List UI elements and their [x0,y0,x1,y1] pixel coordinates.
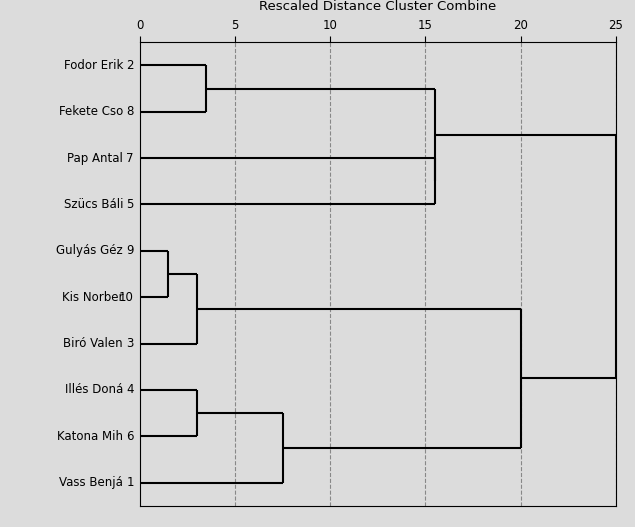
Text: Fodor Erik: Fodor Erik [64,59,123,72]
Text: Vass Benjá: Vass Benjá [59,476,123,489]
Text: Fekete Cso: Fekete Cso [59,105,123,118]
Text: Gulyás Géz: Gulyás Géz [57,245,123,257]
Text: Szücs Báli: Szücs Báli [64,198,123,211]
Text: 8: 8 [126,105,134,118]
Text: 3: 3 [126,337,134,350]
Text: 6: 6 [126,430,134,443]
Text: Illés Doná: Illés Doná [65,384,123,396]
Text: Pap Antal: Pap Antal [67,152,123,164]
Text: Katona Mih: Katona Mih [57,430,123,443]
Text: 1: 1 [126,476,134,489]
Text: 9: 9 [126,245,134,257]
Text: 10: 10 [119,291,134,304]
Text: 4: 4 [126,384,134,396]
Text: Kis Norber: Kis Norber [62,291,123,304]
Text: Biró Valen: Biró Valen [64,337,123,350]
Text: 2: 2 [126,59,134,72]
Text: 5: 5 [126,198,134,211]
Text: 7: 7 [126,152,134,164]
Title: Rescaled Distance Cluster Combine: Rescaled Distance Cluster Combine [259,1,497,13]
